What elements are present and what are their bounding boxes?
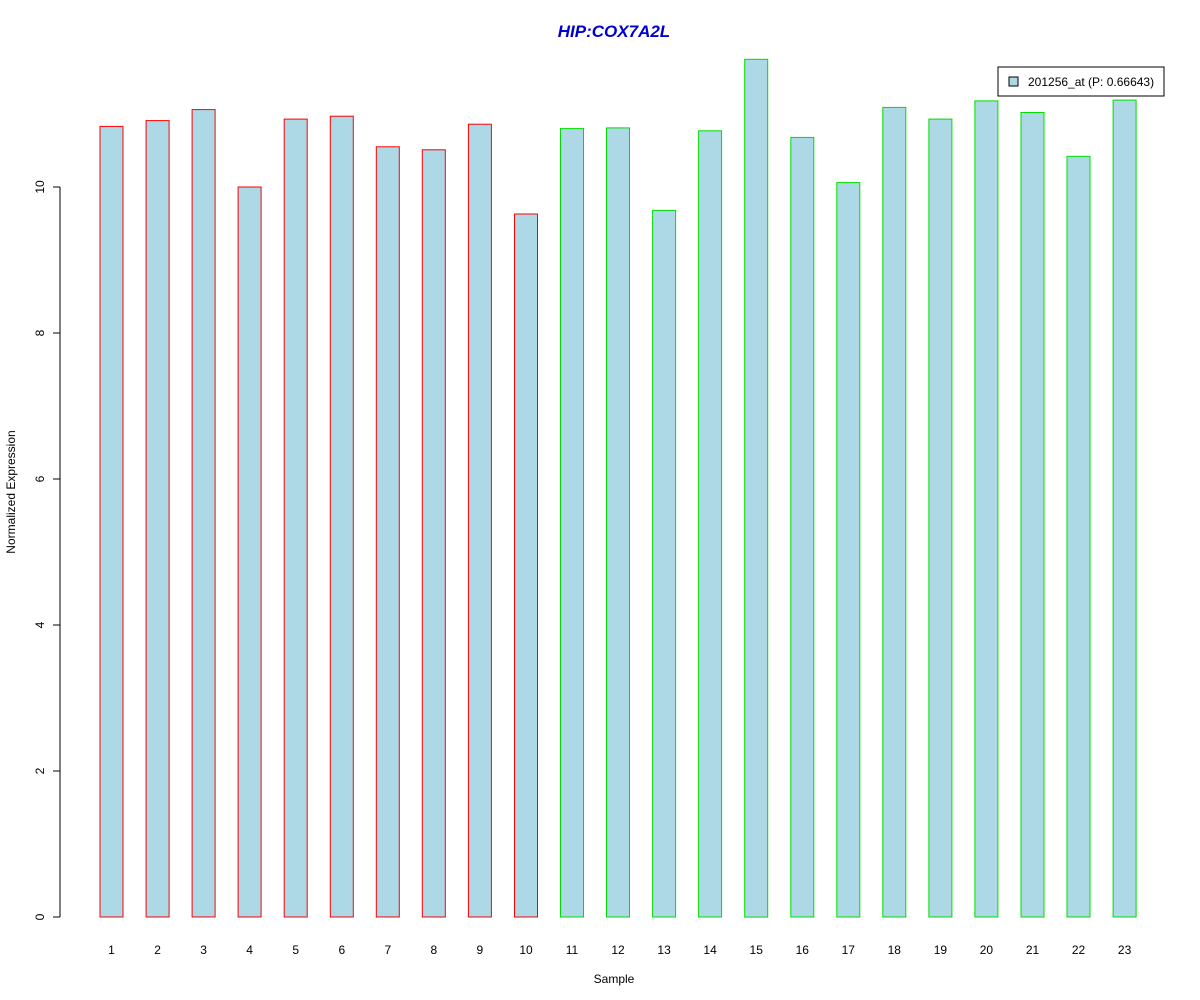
y-tick-label: 4	[33, 621, 47, 628]
y-tick-label: 0	[33, 913, 47, 920]
bar-sample-19	[928, 118, 953, 918]
bar-sample-9	[467, 123, 492, 918]
bar-sample-14	[698, 130, 723, 918]
x-tick-label: 20	[980, 943, 994, 957]
bar-sample-4	[237, 186, 262, 918]
legend-box	[997, 66, 1165, 97]
x-tick-label: 5	[292, 943, 299, 957]
bar-sample-21	[1020, 112, 1045, 918]
bar-sample-13	[652, 209, 677, 918]
y-tick-label: 10	[33, 180, 47, 194]
x-tick-label: 12	[611, 943, 625, 957]
bar-sample-23	[1112, 99, 1137, 918]
bar-sample-3	[191, 109, 216, 918]
x-tick-label: 2	[154, 943, 161, 957]
chart-title: HIP:COX7A2L	[558, 22, 670, 41]
bar-sample-15	[744, 58, 769, 918]
bar-sample-5	[283, 118, 308, 918]
x-tick-label: 15	[750, 943, 764, 957]
x-tick-label: 21	[1026, 943, 1040, 957]
x-tick-label: 3	[200, 943, 207, 957]
x-tick-label: 14	[703, 943, 717, 957]
x-tick-labels: 1 2 3 4 5 6 7 8 9 10 11 12 13 14 15 16 17 18 19 20 21 22 23	[108, 943, 1131, 957]
x-tick-label: 8	[430, 943, 437, 957]
y-tick-label: 8	[33, 329, 47, 336]
bar-sample-17	[836, 182, 861, 918]
x-tick-label: 6	[338, 943, 345, 957]
y-ticks: 0 2 4 6 8 10	[33, 180, 60, 920]
bar-sample-6	[329, 115, 354, 918]
bar-sample-2	[145, 120, 170, 918]
x-tick-label: 1	[108, 943, 115, 957]
bar-sample-8	[421, 149, 446, 918]
bar-sample-22	[1066, 155, 1091, 918]
bar-sample-16	[790, 136, 815, 918]
x-axis-label: Sample	[594, 972, 635, 986]
y-axis-label: Normalized Expression	[4, 430, 18, 553]
bar-sample-7	[375, 146, 400, 918]
y-tick-label: 6	[33, 475, 47, 482]
bar-sample-1	[99, 125, 124, 918]
x-tick-label: 9	[477, 943, 484, 957]
x-tick-label: 7	[384, 943, 391, 957]
bar-sample-10	[514, 213, 538, 918]
x-tick-label: 19	[934, 943, 948, 957]
legend-swatch	[1008, 76, 1019, 87]
x-tick-label: 13	[657, 943, 671, 957]
x-tick-label: 22	[1072, 943, 1086, 957]
x-tick-label: 18	[888, 943, 902, 957]
y-tick-label: 2	[33, 767, 47, 774]
x-tick-label: 23	[1118, 943, 1132, 957]
x-tick-label: 16	[796, 943, 810, 957]
bar-sample-20	[974, 100, 999, 918]
legend: 201256_at (P: 0.66643)	[997, 66, 1165, 97]
bars	[99, 58, 1137, 918]
x-tick-label: 10	[519, 943, 533, 957]
bar-sample-18	[882, 106, 907, 918]
x-tick-label: 4	[246, 943, 253, 957]
x-tick-label: 11	[566, 943, 579, 957]
legend-entry-label: 201256_at (P: 0.66643)	[1028, 75, 1154, 89]
bar-sample-12	[606, 127, 630, 918]
x-tick-label: 17	[842, 943, 856, 957]
bar-sample-11	[560, 128, 584, 918]
